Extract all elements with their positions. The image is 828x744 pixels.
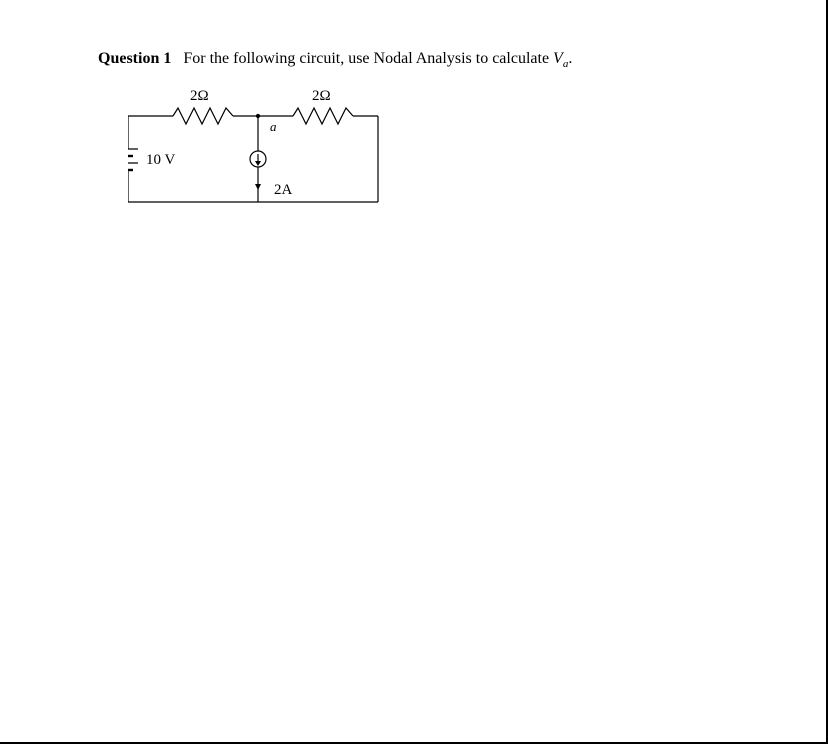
question-label: Question 1	[98, 50, 171, 67]
question-text: Question 1 For the following circuit, us…	[98, 50, 730, 70]
current-source-label: 2A	[274, 182, 292, 199]
content-area: Question 1 For the following circuit, us…	[98, 50, 730, 70]
circuit-diagram: 2Ω 2Ω a 10 V 2A	[128, 94, 388, 224]
resistor-left-label: 2Ω	[190, 88, 209, 105]
page-border	[0, 0, 828, 744]
voltage-source-label: 10 V	[146, 152, 175, 169]
node-a-label: a	[270, 119, 277, 135]
question-variable: V	[553, 50, 563, 67]
resistor-right-label: 2Ω	[312, 88, 331, 105]
question-tail: .	[568, 50, 572, 67]
question-body: For the following circuit, use Nodal Ana…	[183, 50, 553, 67]
